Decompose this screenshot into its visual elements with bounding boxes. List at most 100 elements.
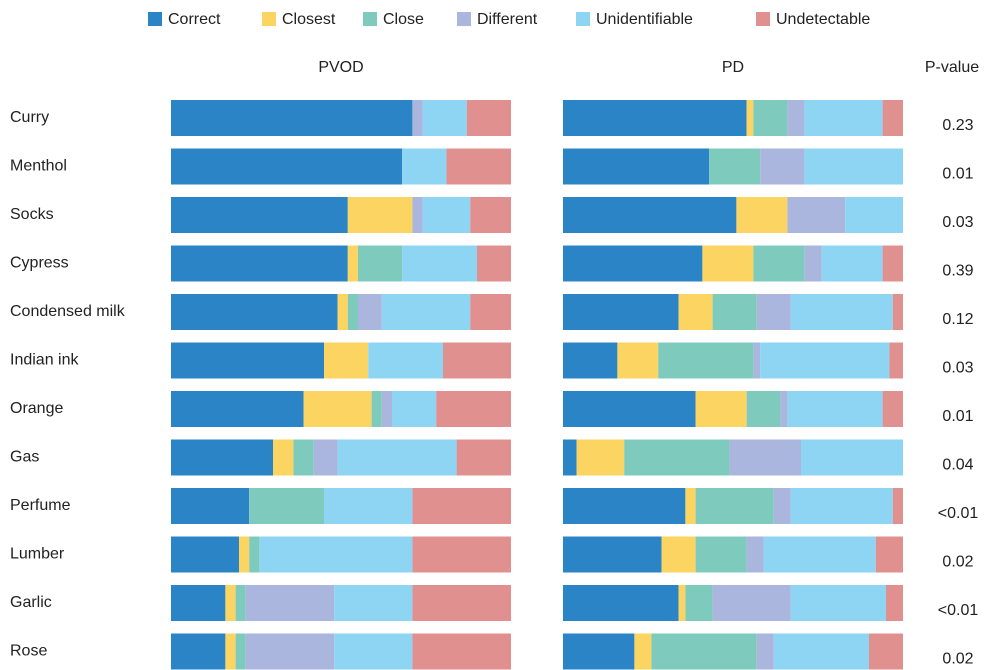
p-value: 0.12 [942,311,973,328]
bar-segment [651,633,757,670]
bar-segment [658,342,754,379]
bar-segment [235,633,246,670]
bar-segment [702,245,754,282]
bar-segment [787,391,883,427]
bar-segment [225,585,236,621]
p-value: <0.01 [938,602,979,619]
category-label: Garlic [10,594,52,611]
bar-segment [685,488,696,524]
p-value-header: P-value [925,59,979,76]
bar-segment [334,633,413,670]
bar-segment [563,245,703,282]
bar-segment [685,585,713,621]
bar-segment [661,536,696,573]
p-value: 0.01 [942,166,973,183]
bar-segment [821,245,883,282]
bar-segment [753,245,805,282]
legend-label: Different [477,11,538,28]
bar-segment [563,536,662,573]
bar-segment [470,294,511,330]
bar-segment [875,536,903,573]
bar-segment [563,439,577,476]
bar-segment [804,245,822,282]
bar-segment [773,488,791,524]
bar-segment [760,342,890,379]
legend-label: Unidentifiable [596,11,693,28]
p-value: 0.02 [942,554,973,571]
bar-segment [746,391,781,427]
bar-segment [882,391,903,427]
bar-segment [412,100,423,136]
category-label: Indian ink [10,352,79,369]
bar-segment [804,100,883,136]
panel-title: PD [722,59,744,76]
bar-segment [422,100,467,136]
bar-segment [347,197,413,233]
bar-segment [763,536,876,573]
bar-segment [171,197,348,233]
bar-segment [436,391,511,427]
bar-segment [358,294,382,330]
bar-segment [869,633,903,670]
legend-swatch [363,12,377,26]
category-label: Condensed milk [10,303,126,320]
bar-segment [422,197,471,233]
bar-segment [678,585,686,621]
p-value: 0.03 [942,360,973,377]
legend-label: Closest [282,11,336,28]
bar-segment [756,633,774,670]
bar-segment [753,342,761,379]
category-label: Rose [10,643,47,660]
bar-segment [171,100,413,136]
bar-segment [787,100,805,136]
bar-segment [563,294,679,330]
bar-segment [634,633,652,670]
bar-segment [412,488,511,524]
bar-segment [804,148,903,185]
bar-segment [760,148,805,185]
legend-swatch [148,12,162,26]
legend-label: Undetectable [776,11,870,28]
bar-segment [293,439,314,476]
bar-segment [845,197,903,233]
bar-segment [249,488,324,524]
bar-segment [412,197,423,233]
bar-segment [746,536,764,573]
bar-segment [443,342,511,379]
bar-segment [736,197,788,233]
bar-segment [235,585,246,621]
category-label: Menthol [10,158,67,175]
bar-segment [563,100,747,136]
bar-segment [563,148,710,185]
bar-segment [402,245,477,282]
category-label: Curry [10,109,49,126]
bar-segment [801,439,903,476]
bar-segment [617,342,659,379]
bar-segment [245,585,335,621]
bar-segment [563,488,686,524]
bar-segment [892,294,903,330]
bar-segment [477,245,511,282]
bar-segment [371,391,382,427]
bar-segment [756,294,791,330]
bar-segment [882,245,903,282]
bar-segment [347,245,358,282]
legend-label: Correct [168,11,221,28]
bar-segment [790,294,893,330]
bar-segment [171,245,348,282]
bar-segment [334,585,413,621]
bar-segment [381,391,392,427]
bar-segment [239,536,250,573]
bar-segment [446,148,511,185]
bar-segment [563,342,618,379]
bar-segment [313,439,338,476]
bar-segment [729,439,801,476]
bar-segment [171,148,403,185]
bar-segment [171,342,324,379]
legend-swatch [262,12,276,26]
bar-segment [456,439,511,476]
bar-segment [563,197,737,233]
bar-segment [470,197,511,233]
p-value: 0.04 [942,457,973,474]
